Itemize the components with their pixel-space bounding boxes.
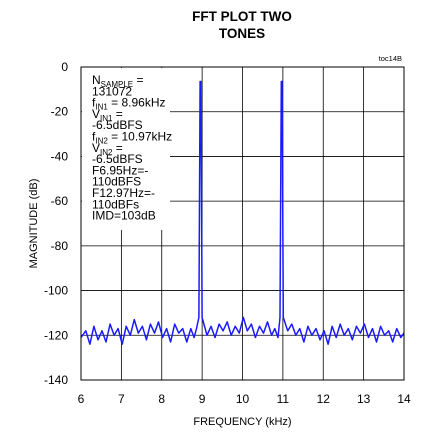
annotation-line: VIN2 = (92, 141, 123, 157)
annotation-line: F6.95Hz=- (92, 163, 148, 177)
x-axis-label: FREQUENCY (kHz) (193, 416, 291, 428)
x-tick-label: 14 (397, 392, 411, 406)
figure-tag: toc14B (379, 54, 402, 63)
annotation-line: F12.97Hz=- (92, 186, 155, 200)
annotation-line: fIN1 = 8.96kHz (92, 96, 166, 112)
y-axis-label: MAGNITUDE (dB) (28, 179, 40, 269)
chart-title: FFT PLOT TWO TONES (192, 9, 292, 41)
fft-trace-line (80, 80, 405, 345)
annotation-line: IMD=103dB (92, 209, 156, 223)
x-tick-label: 8 (158, 392, 165, 406)
y-tick-labels: 0 -20 -40 -60 -80 -100 -120 -140 (44, 60, 68, 387)
chart-title-line: TONES (219, 26, 265, 41)
x-tick-label: 13 (357, 392, 371, 406)
x-tick-labels: 6 7 8 9 10 11 12 13 14 (78, 392, 411, 406)
x-tick-label: 11 (277, 392, 290, 406)
y-tick-label: -140 (44, 373, 68, 387)
annotation-line: -6.5dBFS (92, 152, 143, 166)
x-tick-label: 7 (118, 392, 125, 406)
y-tick-label: -20 (51, 105, 69, 119)
plot-frame (80, 66, 405, 381)
y-tick-label: -60 (51, 194, 69, 208)
annotation-line: VIN1 = (92, 107, 123, 123)
x-tick-label: 6 (78, 392, 85, 406)
chart-title-line: FFT PLOT TWO (192, 9, 292, 24)
y-tick-label: -40 (51, 149, 69, 163)
y-tick-label: 0 (61, 60, 68, 74)
x-tick-label: 9 (199, 392, 206, 406)
annotation-line: NSAMPLE = (92, 73, 143, 89)
annotation-line: 110dBFS (92, 175, 141, 189)
annotation-line: fIN2 = 10.97kHz (92, 130, 172, 146)
y-tick-label: -100 (44, 284, 68, 298)
annotation-background (82, 68, 170, 230)
y-tick-label: -120 (44, 328, 68, 342)
x-tick-label: 12 (317, 392, 331, 406)
y-tick-label: -80 (51, 239, 69, 253)
annotation-line: 131072 (92, 84, 132, 98)
x-tick-label: 10 (236, 392, 250, 406)
annotation-line: -6.5dBFS (92, 118, 143, 132)
fft-trace (80, 80, 405, 345)
annotation-line: 110dBFs (92, 197, 139, 211)
